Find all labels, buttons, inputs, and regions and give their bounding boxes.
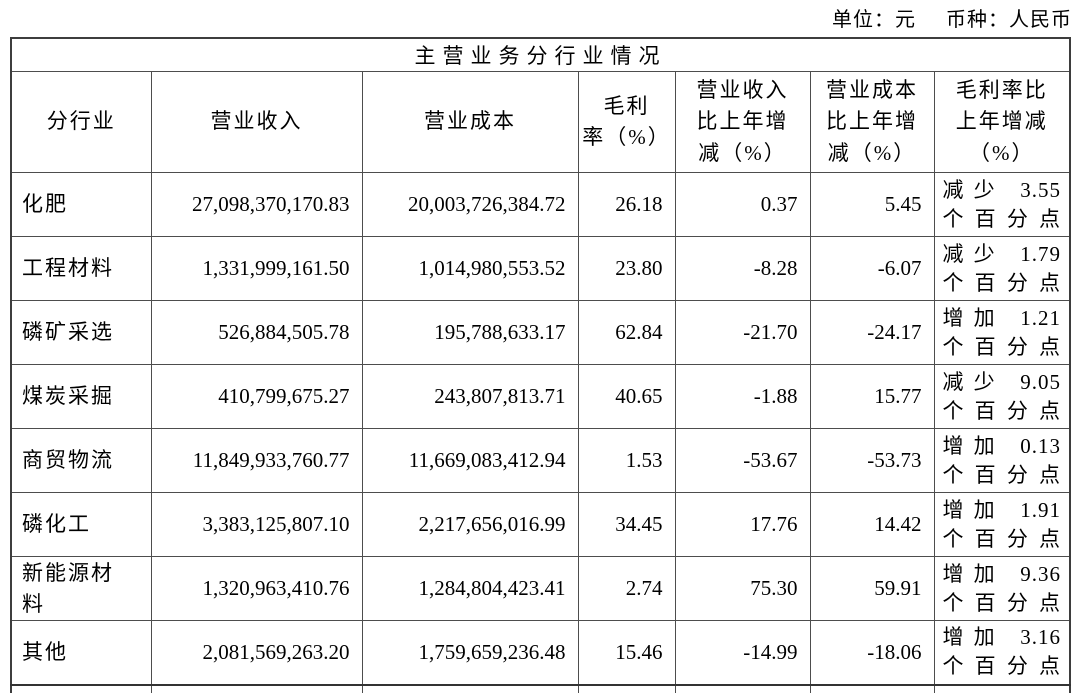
- revenue-cell: 2,081,569,263.20: [150, 620, 363, 686]
- industry-cell: 磷化工: [10, 492, 152, 557]
- gross-margin-cell: 40.65: [577, 364, 676, 429]
- cost-change-cell: -53.73: [809, 428, 935, 493]
- table-row: 工程材料 1,331,999,161.50 1,014,980,553.52 23.8…: [10, 236, 1071, 301]
- table-partial-next-row: [10, 684, 1071, 693]
- table-row: 磷化工 3,383,125,807.10 2,217,656,016.99 34.45…: [10, 492, 1071, 557]
- table-row: 磷矿采选 526,884,505.78 195,788,633.17 62.84 -21…: [10, 300, 1071, 365]
- table-row: 煤炭采掘 410,799,675.27 243,807,813.71 40.65 -1.…: [10, 364, 1071, 429]
- margin-change-cell: 减少 3.55 个百分点: [933, 172, 1071, 237]
- industry-cell: 其他: [10, 620, 152, 686]
- revenue-change-cell: -1.88: [674, 364, 811, 429]
- table-title: 主营业务分行业情况: [10, 37, 1071, 72]
- gross-margin-cell: 15.46: [577, 620, 676, 686]
- revenue-cell: 3,383,125,807.10: [150, 492, 363, 557]
- revenue-cell: 1,320,963,410.76: [150, 556, 363, 621]
- revenue-cell: 526,884,505.78: [150, 300, 363, 365]
- cost-change-cell: -18.06: [809, 620, 935, 686]
- revenue-change-cell: 75.30: [674, 556, 811, 621]
- table-row: 化肥 27,098,370,170.83 20,003,726,384.72 26.1…: [10, 172, 1071, 237]
- table-row: 其他 2,081,569,263.20 1,759,659,236.48 15.46-…: [10, 620, 1071, 686]
- cost-cell: 1,759,659,236.48: [361, 620, 579, 686]
- currency-label: 币种：人民币: [946, 9, 1072, 31]
- table-title-row: 主营业务分行业情况: [10, 37, 1071, 72]
- revenue-change-cell: -14.99: [674, 620, 811, 686]
- cost-change-cell: -24.17: [809, 300, 935, 365]
- column-header-gross-margin: 毛利 率（%）: [577, 71, 676, 173]
- cost-cell: 11,669,083,412.94: [361, 428, 579, 493]
- table-body: 化肥 27,098,370,170.83 20,003,726,384.72 26.1…: [10, 172, 1071, 686]
- unit-label: 单位：元: [832, 9, 916, 31]
- table-row: 新能源材 料 1,320,963,410.76 1,284,804,423.41 2.…: [10, 556, 1071, 621]
- margin-change-cell: 增加 0.13 个百分点: [933, 428, 1071, 493]
- margin-change-line1: 增加 1.91: [942, 497, 1062, 522]
- column-header-industry: 分行业: [10, 71, 152, 173]
- revenue-change-cell: -8.28: [674, 236, 811, 301]
- column-header-revenue-change: 营业收入 比上年增 减（%）: [674, 71, 811, 173]
- industry-breakdown-table: 主营业务分行业情况 分行业 营业收入 营业成本 毛利 率（%） 营业收入 比上年…: [10, 37, 1072, 693]
- industry-cell: 化肥: [10, 172, 152, 237]
- cost-change-cell: 14.42: [809, 492, 935, 557]
- revenue-change-cell: -21.70: [674, 300, 811, 365]
- margin-change-line2: 个百分点: [942, 206, 1062, 231]
- unit-currency-line: 单位：元 币种：人民币: [832, 3, 1072, 32]
- cost-cell: 195,788,633.17: [361, 300, 579, 365]
- margin-change-cell: 减少 9.05 个百分点: [933, 364, 1071, 429]
- gross-margin-cell: 23.80: [577, 236, 676, 301]
- industry-cell: 新能源材 料: [10, 556, 152, 621]
- cost-change-cell: -6.07: [809, 236, 935, 301]
- column-header-revenue: 营业收入: [150, 71, 363, 173]
- revenue-cell: 11,849,933,760.77: [150, 428, 363, 493]
- revenue-cell: 27,098,370,170.83: [150, 172, 363, 237]
- margin-change-line1: 增加 0.13: [942, 433, 1062, 458]
- margin-change-line1: 增加 3.16: [942, 625, 1062, 650]
- margin-change-cell: 增加 9.36 个百分点: [933, 556, 1071, 621]
- margin-change-line2: 个百分点: [942, 462, 1062, 487]
- industry-cell: 商贸物流: [10, 428, 152, 493]
- margin-change-line1: 增加 9.36: [942, 561, 1062, 586]
- margin-change-line2: 个百分点: [942, 654, 1062, 679]
- cost-cell: 2,217,656,016.99: [361, 492, 579, 557]
- gross-margin-cell: 34.45: [577, 492, 676, 557]
- revenue-change-cell: -53.67: [674, 428, 811, 493]
- industry-cell: 磷矿采选: [10, 300, 152, 365]
- cost-cell: 243,807,813.71: [361, 364, 579, 429]
- margin-change-line2: 个百分点: [942, 398, 1062, 423]
- cost-change-cell: 59.91: [809, 556, 935, 621]
- margin-change-cell: 增加 3.16 个百分点: [933, 620, 1071, 686]
- industry-cell: 工程材料: [10, 236, 152, 301]
- margin-change-cell: 增加 1.21 个百分点: [933, 300, 1071, 365]
- column-header-cost-change: 营业成本 比上年增 减（%）: [809, 71, 935, 173]
- margin-change-line1: 减少 1.79: [942, 241, 1062, 266]
- gross-margin-cell: 1.53: [577, 428, 676, 493]
- margin-change-line2: 个百分点: [942, 334, 1062, 359]
- cost-cell: 20,003,726,384.72: [361, 172, 579, 237]
- industry-cell: 煤炭采掘: [10, 364, 152, 429]
- revenue-cell: 1,331,999,161.50: [150, 236, 363, 301]
- margin-change-line1: 减少 9.05: [942, 369, 1062, 394]
- cost-cell: 1,284,804,423.41: [361, 556, 579, 621]
- revenue-change-cell: 17.76: [674, 492, 811, 557]
- revenue-cell: 410,799,675.27: [150, 364, 363, 429]
- gross-margin-cell: 62.84: [577, 300, 676, 365]
- margin-change-line2: 个百分点: [942, 526, 1062, 551]
- cost-change-cell: 5.45: [809, 172, 935, 237]
- cost-cell: 1,014,980,553.52: [361, 236, 579, 301]
- margin-change-line2: 个百分点: [942, 270, 1062, 295]
- margin-change-line2: 个百分点: [942, 590, 1062, 615]
- cost-change-cell: 15.77: [809, 364, 935, 429]
- revenue-change-cell: 0.37: [674, 172, 811, 237]
- gross-margin-cell: 2.74: [577, 556, 676, 621]
- margin-change-line1: 减少 3.55: [942, 177, 1062, 202]
- margin-change-cell: 增加 1.91 个百分点: [933, 492, 1071, 557]
- column-header-cost: 营业成本: [361, 71, 579, 173]
- table-header-row: 分行业 营业收入 营业成本 毛利 率（%） 营业收入 比上年增 减（%） 营业成…: [10, 71, 1071, 173]
- table-row: 商贸物流 11,849,933,760.77 11,669,083,412.94 1.…: [10, 428, 1071, 493]
- margin-change-cell: 减少 1.79 个百分点: [933, 236, 1071, 301]
- gross-margin-cell: 26.18: [577, 172, 676, 237]
- column-header-margin-change: 毛利率比 上年增减 （%）: [933, 71, 1071, 173]
- margin-change-line1: 增加 1.21: [942, 305, 1062, 330]
